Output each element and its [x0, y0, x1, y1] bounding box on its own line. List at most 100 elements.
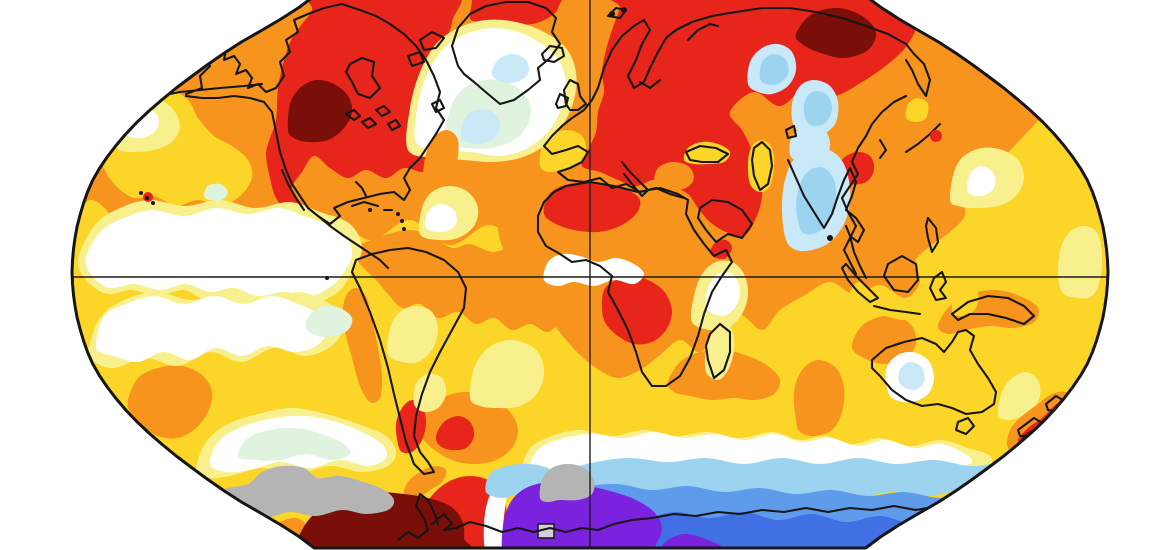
sumatra-island-coastline [840, 262, 880, 304]
greenland-coast-coastline [450, 0, 562, 106]
sri-lanka-island-dot [827, 235, 833, 241]
svalbard-island-dot-1 [609, 11, 615, 17]
aleutian-chain-coastline [158, 82, 264, 98]
india-cool-core-region [796, 167, 837, 235]
java-island-coastline [872, 304, 922, 316]
borneo-island-coastline [882, 254, 920, 294]
siberia-cool-1-core-region [759, 53, 789, 86]
siberia-cool-2-core-region [803, 91, 832, 127]
jamaica-island-dot [368, 208, 372, 212]
iceland-coast-coastline [540, 44, 566, 64]
madagascar-coast-coastline [704, 322, 732, 380]
japan-sea-white-dot-region [967, 166, 996, 197]
okhotsk-coast-coastline [864, 94, 908, 138]
ireland-coastline [554, 92, 570, 110]
north-atlantic-cool-spot-south-region [460, 109, 501, 144]
arabia-coast-coastline [696, 198, 754, 244]
arctic-america-coast-coastline [274, 2, 344, 90]
pacific-south-neutral-white-region [95, 296, 329, 363]
great-lakes-2-coastline [360, 116, 378, 130]
south-pacific-warm-blob-region [127, 365, 213, 439]
philippines-islands-coastline [924, 216, 940, 254]
japan-arc-coastline [904, 122, 942, 154]
north-america-east-coast-coastline [184, 2, 446, 226]
antilles-island-dot-1 [396, 212, 400, 216]
hawaii-island-dot-3 [151, 201, 155, 205]
australia-coast-coastline [870, 328, 998, 416]
cuba-island-coastline [350, 200, 380, 208]
tasmania-island-coastline [954, 416, 976, 436]
sahara-hot-region [543, 181, 641, 233]
north-atlantic-cool-spot-north-region [491, 54, 529, 83]
indian-ocean-warm-west-australia-region [793, 359, 845, 437]
central-america-coast-coastline [316, 214, 390, 270]
arctic-russia-coast-coastline [674, 6, 916, 56]
kamchatka-peninsula-coastline [904, 52, 932, 98]
hawaii-island-dot-1 [139, 191, 143, 195]
antilles-island-dot-3 [402, 227, 406, 231]
antarctic-purple-patch-east-region [921, 527, 979, 548]
florida-tip-coastline [354, 180, 368, 198]
south-pacific-mint-core-region [237, 427, 351, 461]
baltic-sea-coastline [638, 78, 662, 90]
siberia-hottest-core-region [795, 7, 877, 59]
map-outline [70, 0, 1110, 550]
japan-hot-dot [930, 130, 942, 142]
hawaii-island-dot-2 [145, 196, 149, 200]
antilles-island-dot-2 [400, 219, 404, 223]
peru-cool-mint-region [305, 305, 353, 337]
novaya-zemlya-coastline [686, 22, 720, 42]
hudson-bay-coastline [344, 56, 382, 100]
india-coast-coastline [786, 158, 852, 230]
turkey-warm-region [653, 161, 695, 190]
svalbard-island-dot-2 [621, 7, 627, 13]
sulawesi-island-coastline [928, 270, 948, 302]
antarctic-peninsula-coast-coastline [396, 492, 440, 542]
north-greenland-hot-region [464, 0, 564, 25]
great-britain-coastline [562, 78, 588, 112]
baja-california-coastline [280, 168, 306, 212]
north-america-hottest-core-region [287, 79, 353, 143]
siberia-cool-3-region [789, 125, 831, 162]
andes-warm-strip-region [342, 288, 383, 403]
pacific-mint-dot-region [203, 183, 229, 201]
pacific-north-neutral-white-region [85, 207, 353, 297]
africa-coast-coastline [536, 180, 734, 388]
newfoundland-island-coastline [430, 98, 446, 114]
australia-cool-spot-region [898, 361, 925, 391]
europe-coast-coastline [542, 86, 686, 200]
equatorial-atlantic-warm-region [349, 229, 560, 333]
malay-peninsula-coastline [848, 234, 868, 280]
aral-sea-outline-coastline [784, 124, 798, 140]
congo-hot-region [601, 275, 672, 345]
scandinavia-coast-coastline [596, 18, 678, 90]
south-atlantic-hot-core-region [435, 416, 475, 451]
no-data-gray-blob-center-region [539, 464, 595, 503]
galapagos-island-dot [325, 276, 329, 280]
south-atlantic-pale-region [469, 340, 545, 409]
black-sea-outline-coastline [684, 144, 730, 164]
new-guinea-island-coastline [950, 294, 1036, 326]
antarctic-purple-strip-region [660, 534, 726, 548]
antarctic-white-sliver-region [483, 487, 507, 548]
south-america-coast-coastline [350, 246, 468, 476]
indochina-coast-coastline [844, 166, 866, 244]
indian-ocean-warm-east-region [851, 315, 917, 365]
east-africa-white-region [705, 272, 741, 317]
antarctic-orange-above-red-region [403, 465, 447, 499]
brazil-pale-2-region [413, 373, 447, 413]
alaska-coast-coastline [184, 46, 278, 96]
ellesmere-island-coastline [406, 50, 426, 68]
great-lakes-1-coastline [344, 108, 362, 122]
atlantic-white-dot-region [424, 203, 457, 233]
korea-peninsula-coastline [878, 138, 888, 160]
great-lakes-4-coastline [386, 118, 402, 132]
kamchatka-yellow-dot-region [905, 98, 929, 122]
great-lakes-3-coastline [374, 104, 392, 118]
bottom-left-warm-diagonal-region [257, 517, 307, 548]
madagascar-pale-region [704, 322, 735, 381]
east-edge-pale-patch-region [1058, 225, 1103, 299]
